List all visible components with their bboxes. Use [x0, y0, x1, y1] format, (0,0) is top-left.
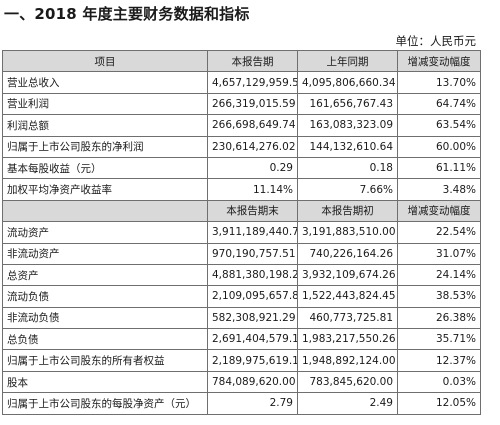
- row-label: 归属于上市公司股东的净利润: [2, 135, 208, 158]
- header-cell: 本报告期末: [207, 199, 298, 223]
- table-row: 股本 784,089,620.00 783,845,620.00 0.03%: [2, 370, 481, 394]
- row-label: 加权平均净资产收益率: [2, 178, 208, 201]
- prior-value: 163,083,323.09: [297, 114, 398, 137]
- header-cell: 项目: [2, 49, 208, 73]
- change-value: 0.03%: [397, 370, 481, 394]
- row-label: 流动负债: [2, 285, 208, 308]
- change-value: 61.11%: [397, 156, 481, 180]
- table-header-row: 项目 本报告期 上年同期 增减变动幅度: [2, 49, 481, 73]
- unit-label: 单位：人民币元: [395, 34, 477, 48]
- period-start-value: 1,948,892,124.00: [297, 349, 398, 372]
- change-value: 24.14%: [397, 263, 481, 287]
- period-start-value: 2.49: [297, 392, 398, 415]
- row-label: 归属于上市公司股东的所有者权益: [2, 349, 208, 372]
- financial-table: 项目 本报告期 上年同期 增减变动幅度 营业总收入 4,657,129,959.…: [2, 49, 481, 415]
- table-row: 营业利润 266,319,015.59 161,656,767.43 64.74…: [2, 92, 481, 116]
- change-value: 35.71%: [397, 328, 481, 351]
- table-row: 归属于上市公司股东的每股净资产（元） 2.79 2.49 12.05%: [2, 392, 481, 415]
- change-value: 12.37%: [397, 349, 481, 372]
- header-cell: 上年同期: [297, 49, 398, 73]
- current-value: 230,614,276.02: [207, 135, 298, 158]
- table-row: 非流动负债 582,308,921.29 460,773,725.81 26.3…: [2, 306, 481, 330]
- table-subheader-row: 本报告期末 本报告期初 增减变动幅度: [2, 199, 481, 223]
- row-label: 非流动负债: [2, 306, 208, 330]
- row-label: 归属于上市公司股东的每股净资产（元）: [2, 392, 208, 415]
- header-cell: 增减变动幅度: [397, 199, 481, 223]
- change-value: 31.07%: [397, 242, 481, 265]
- header-cell: 增减变动幅度: [397, 49, 481, 73]
- period-end-value: 2,189,975,619.10: [207, 349, 298, 372]
- period-start-value: 740,226,164.26: [297, 242, 398, 265]
- period-start-value: 1,983,217,550.26: [297, 328, 398, 351]
- table-row: 流动负债 2,109,095,657.82 1,522,443,824.45 3…: [2, 285, 481, 308]
- change-value: 22.54%: [397, 221, 481, 244]
- row-label: 营业总收入: [2, 71, 208, 94]
- period-start-value: 783,845,620.00: [297, 370, 398, 394]
- row-label: 基本每股收益（元）: [2, 156, 208, 180]
- period-end-value: 970,190,757.51: [207, 242, 298, 265]
- current-value: 11.14%: [207, 178, 298, 201]
- prior-value: 161,656,767.43: [297, 92, 398, 116]
- table-row: 利润总额 266,698,649.74 163,083,323.09 63.54…: [2, 114, 481, 137]
- period-start-value: 460,773,725.81: [297, 306, 398, 330]
- period-end-value: 2,109,095,657.82: [207, 285, 298, 308]
- change-value: 63.54%: [397, 114, 481, 137]
- table-row: 流动资产 3,911,189,440.70 3,191,883,510.00 2…: [2, 221, 481, 244]
- period-end-value: 2,691,404,579.11: [207, 328, 298, 351]
- change-value: 38.53%: [397, 285, 481, 308]
- current-value: 0.29: [207, 156, 298, 180]
- row-label: 总负债: [2, 328, 208, 351]
- row-label: 流动资产: [2, 221, 208, 244]
- prior-value: 144,132,610.64: [297, 135, 398, 158]
- row-label: 营业利润: [2, 92, 208, 116]
- prior-value: 7.66%: [297, 178, 398, 201]
- prior-value: 4,095,806,660.34: [297, 71, 398, 94]
- row-label: 总资产: [2, 263, 208, 287]
- change-value: 12.05%: [397, 392, 481, 415]
- period-start-value: 3,191,883,510.00: [297, 221, 398, 244]
- change-value: 64.74%: [397, 92, 481, 116]
- current-value: 4,657,129,959.58: [207, 71, 298, 94]
- prior-value: 0.18: [297, 156, 398, 180]
- period-end-value: 4,881,380,198.21: [207, 263, 298, 287]
- period-end-value: 2.79: [207, 392, 298, 415]
- table-row: 归属于上市公司股东的净利润 230,614,276.02 144,132,610…: [2, 135, 481, 158]
- table-row: 基本每股收益（元） 0.29 0.18 61.11%: [2, 156, 481, 180]
- table-row: 总资产 4,881,380,198.21 3,932,109,674.26 24…: [2, 263, 481, 287]
- period-start-value: 3,932,109,674.26: [297, 263, 398, 287]
- header-cell: 本报告期初: [297, 199, 398, 223]
- table-row: 归属于上市公司股东的所有者权益 2,189,975,619.10 1,948,8…: [2, 349, 481, 372]
- page-title: 一、2018 年度主要财务数据和指标: [4, 5, 250, 23]
- table-row: 非流动资产 970,190,757.51 740,226,164.26 31.0…: [2, 242, 481, 265]
- period-start-value: 1,522,443,824.45: [297, 285, 398, 308]
- change-value: 26.38%: [397, 306, 481, 330]
- current-value: 266,698,649.74: [207, 114, 298, 137]
- row-label: 非流动资产: [2, 242, 208, 265]
- period-end-value: 3,911,189,440.70: [207, 221, 298, 244]
- change-value: 60.00%: [397, 135, 481, 158]
- row-label: 股本: [2, 370, 208, 394]
- current-value: 266,319,015.59: [207, 92, 298, 116]
- change-value: 13.70%: [397, 71, 481, 94]
- table-row: 营业总收入 4,657,129,959.58 4,095,806,660.34 …: [2, 71, 481, 94]
- row-label: 利润总额: [2, 114, 208, 137]
- table-row: 加权平均净资产收益率 11.14% 7.66% 3.48%: [2, 178, 481, 201]
- period-end-value: 582,308,921.29: [207, 306, 298, 330]
- change-value: 3.48%: [397, 178, 481, 201]
- header-cell: [2, 199, 208, 223]
- header-cell: 本报告期: [207, 49, 298, 73]
- table-row: 总负债 2,691,404,579.11 1,983,217,550.26 35…: [2, 328, 481, 351]
- period-end-value: 784,089,620.00: [207, 370, 298, 394]
